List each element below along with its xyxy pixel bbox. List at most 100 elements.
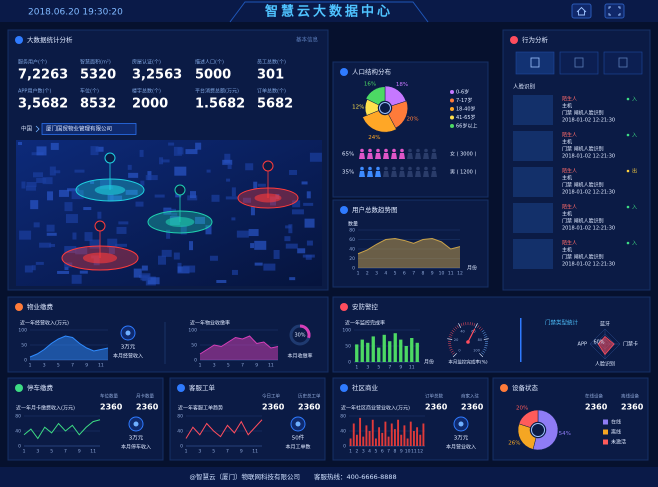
person-body: [431, 171, 437, 177]
area: [200, 336, 278, 360]
panel-title: 大数据统计分析: [27, 35, 73, 44]
stat-label: 平台消费总额(万元): [195, 88, 239, 95]
record-status-dot: [626, 241, 630, 245]
record-time: 2018-01-02 12:21:30: [562, 190, 615, 196]
person-body: [359, 153, 365, 159]
map-building: [216, 279, 227, 283]
x-tick-label: 12: [457, 271, 463, 277]
footer-bar: [0, 467, 658, 487]
gauge-minor-tick: [448, 345, 452, 347]
y-tick-label: 80: [349, 228, 355, 234]
fullscreen-button[interactable]: [604, 3, 625, 19]
person-head: [416, 148, 420, 153]
record-status-dot: [626, 97, 630, 101]
stat-value: 5000: [195, 68, 231, 83]
legend-swatch: [603, 439, 608, 445]
person-body: [407, 171, 413, 177]
map-building: [141, 265, 148, 271]
map-building: [140, 273, 151, 281]
map-building: [49, 243, 56, 247]
map-building: [75, 247, 88, 255]
person-body: [391, 153, 397, 159]
line: [199, 335, 279, 355]
map-building: [145, 175, 158, 181]
footer-hotline: 客服热线：400-6666-8888: [314, 472, 397, 481]
gauge-tick-label: 0: [458, 348, 460, 352]
record-device: 门禁 闸机人脸识别: [562, 182, 604, 189]
gauge-tick: [483, 338, 489, 340]
map-building: [222, 159, 233, 165]
ring-label: 30%: [294, 333, 305, 339]
legend-label: 未激活: [611, 439, 626, 446]
gauge-minor-tick: [484, 345, 488, 347]
x-tick-label: 10: [439, 271, 445, 277]
map-building: [127, 164, 132, 170]
stat-value: 5320: [80, 68, 116, 83]
map-building: [306, 240, 313, 246]
pie-label: 26%: [508, 441, 520, 447]
person-body: [375, 153, 381, 159]
map-building: [50, 142, 59, 150]
panel-icon: [340, 68, 348, 76]
person-head: [360, 148, 364, 153]
pie-label: 16%: [364, 82, 376, 88]
record-time: 2018-01-02 12:21:30: [562, 154, 615, 160]
legend-dot: [450, 98, 454, 103]
x-tick-label: 11: [90, 449, 96, 455]
bar: [371, 336, 375, 362]
bar: [397, 419, 400, 446]
record-photo: [513, 167, 553, 197]
map-building: [168, 142, 175, 146]
person-head: [360, 166, 364, 171]
line: [185, 419, 263, 439]
y-tick-label: 80: [15, 414, 21, 420]
x-tick-label: 1: [199, 363, 202, 369]
map-building: [180, 225, 187, 235]
header-bar: [0, 0, 658, 22]
radar-axis-label: 门禁卡: [623, 341, 638, 348]
x-tick-label: 11: [98, 363, 104, 369]
map-pin: [174, 184, 186, 196]
panel-icon: [177, 384, 185, 392]
legend-label: 在线: [611, 419, 621, 426]
map-building: [25, 185, 36, 191]
x-tick-label: 1: [185, 449, 188, 455]
x-tick-label: 9: [431, 271, 434, 277]
record-device: 门禁 闸机人脸识别: [562, 218, 604, 225]
person-head: [392, 166, 396, 171]
map-building: [47, 191, 54, 201]
map-building: [164, 208, 177, 212]
person-head: [432, 166, 436, 171]
panel-title: 停车缴费: [27, 383, 54, 392]
chart-title: 近一年监控完成率: [345, 320, 385, 327]
x-tick-label: 5: [377, 365, 380, 371]
bar: [409, 421, 412, 446]
y-tick-label: 0: [24, 358, 27, 364]
behavior-tab: [603, 51, 643, 75]
bar: [365, 425, 368, 446]
panel: [7, 296, 329, 373]
x-tick-label: 3: [36, 449, 39, 455]
map-building: [174, 166, 187, 176]
person-body: [407, 153, 413, 159]
map-building: [226, 178, 231, 182]
map-building: [306, 191, 311, 199]
breadcrumb-box: [41, 123, 137, 135]
bar: [382, 334, 386, 362]
radar-axis-label: 蓝牙: [600, 321, 610, 328]
behavior-tab-icon: [618, 57, 628, 68]
map-building: [284, 236, 291, 242]
gauge-minor-tick: [454, 326, 458, 330]
breadcrumb-arrow: [35, 125, 40, 133]
y-tick-label: 60: [349, 237, 355, 243]
map-building: [18, 142, 22, 145]
map-building: [21, 181, 26, 189]
y-tick-label: 0: [343, 444, 346, 450]
bar: [412, 431, 415, 446]
line: [29, 335, 109, 358]
radar-center-label: 60%: [593, 340, 604, 346]
home-button[interactable]: [571, 3, 592, 19]
gauge-label: 本月监控完成率(%): [448, 359, 488, 366]
x-tick-label: 7: [388, 365, 391, 371]
map-building: [195, 142, 202, 150]
